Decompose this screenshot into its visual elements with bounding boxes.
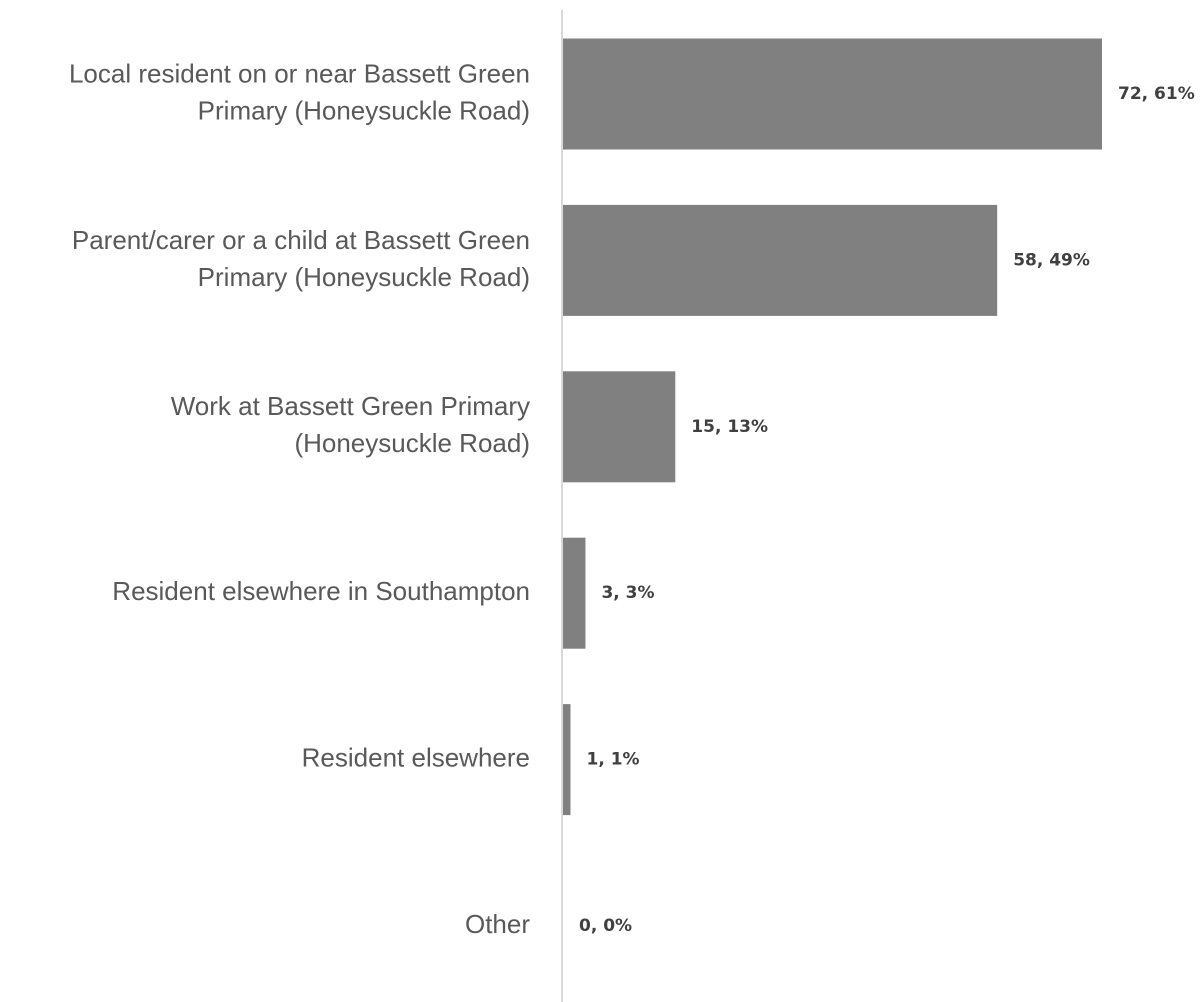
bars-group (563, 38, 1102, 816)
category-label: Parent/carer or a child at Bassett Green… (72, 225, 530, 292)
bar (563, 204, 998, 316)
bar (563, 537, 586, 649)
data-labels-group: 72, 61% 58, 49% 15, 13% 3, 3% 1, 1% 0, 0% (579, 84, 1195, 936)
category-label: Work at Bassett Green Primary (Honeysuckl… (171, 391, 530, 458)
category-label: Resident elsewhere (302, 742, 530, 772)
bar (563, 704, 571, 816)
category-label-line: Primary (Honeysuckle Road) (198, 262, 530, 292)
category-label-line: Parent/carer or a child at Bassett Green (72, 225, 530, 255)
data-label: 72, 61% (1118, 84, 1195, 104)
category-label-line: Resident elsewhere in Southampton (112, 576, 530, 606)
data-label: 0, 0% (579, 916, 632, 936)
category-label: Resident elsewhere in Southampton (112, 576, 530, 606)
category-label-line: Work at Bassett Green Primary (171, 391, 530, 421)
bar (563, 38, 1102, 150)
category-label: Other (465, 909, 530, 939)
data-label: 1, 1% (586, 750, 639, 770)
category-label-line: Local resident on or near Bassett Green (69, 58, 530, 88)
data-label: 58, 49% (1013, 250, 1090, 270)
category-label: Local resident on or near Bassett Green P… (69, 58, 530, 125)
category-label-line: (Honeysuckle Road) (294, 428, 530, 458)
bar (563, 371, 676, 483)
category-label-line: Primary (Honeysuckle Road) (198, 95, 530, 125)
data-label: 3, 3% (601, 583, 654, 603)
category-label-line: Other (465, 909, 530, 939)
data-label: 15, 13% (691, 417, 768, 437)
category-label-line: Resident elsewhere (302, 742, 530, 772)
category-labels-group: Local resident on or near Bassett Green P… (69, 58, 530, 939)
